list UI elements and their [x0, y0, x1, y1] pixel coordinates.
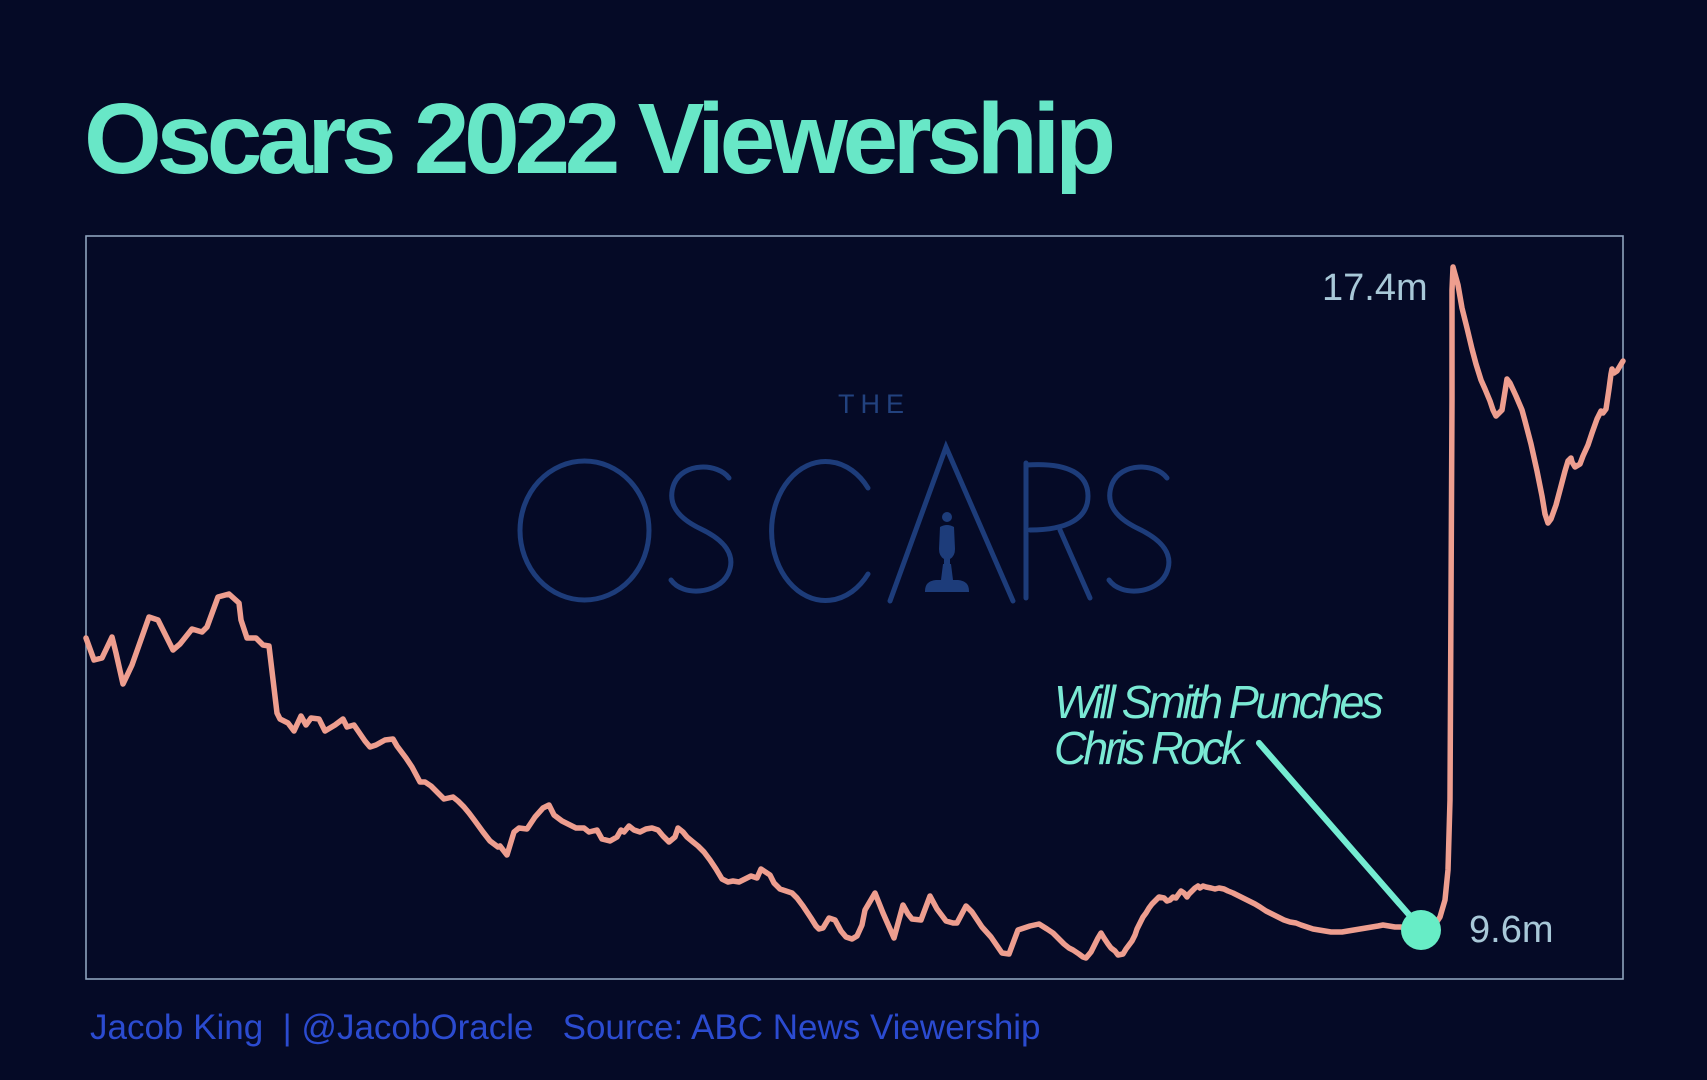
svg-text:THE: THE [838, 389, 910, 419]
